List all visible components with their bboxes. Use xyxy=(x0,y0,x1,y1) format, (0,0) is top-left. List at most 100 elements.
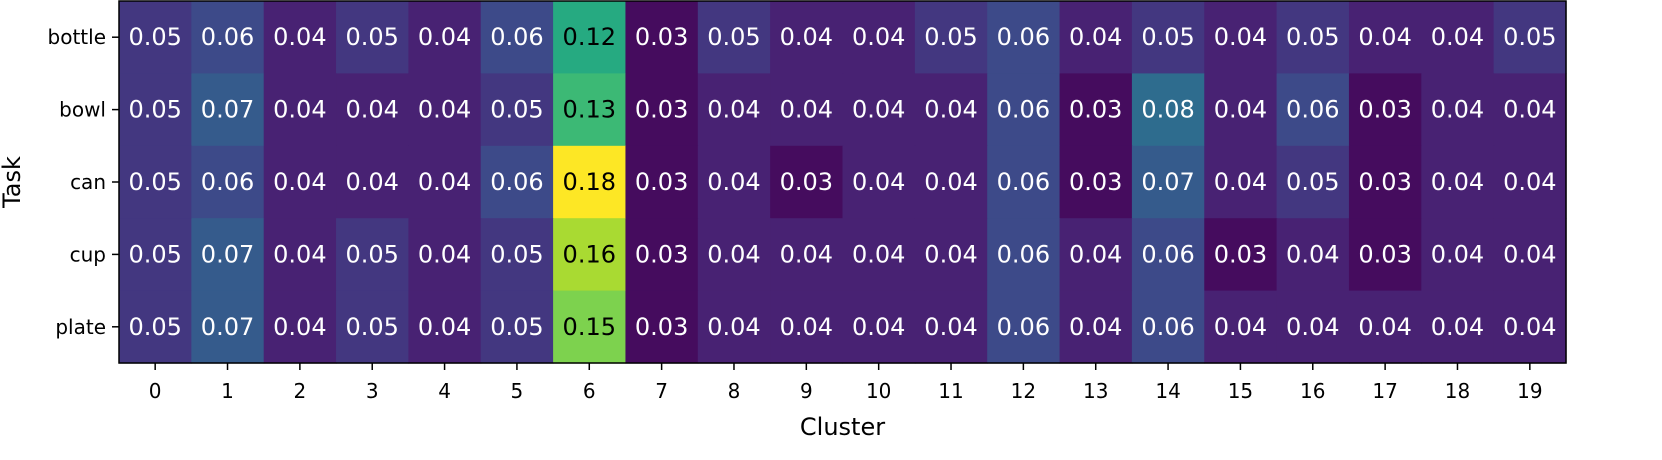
heatmap-cell-value: 0.15 xyxy=(563,313,616,341)
heatmap-cell xyxy=(336,73,409,147)
heatmap-cell xyxy=(625,290,699,364)
heatmap-cell xyxy=(1276,73,1350,147)
heatmap-cell-value: 0.05 xyxy=(128,313,181,341)
y-tick-label: can xyxy=(70,170,106,194)
heatmap-cell xyxy=(191,290,265,364)
x-axis-ticks: 0 1 2 3 4 5 6 7 8 9 10 11 12 13 14 15 16 17 18 19 xyxy=(149,363,1543,403)
heatmap-cell-value: 0.05 xyxy=(128,23,181,51)
heatmap-cell xyxy=(480,73,554,147)
heatmap-cell xyxy=(263,73,337,147)
heatmap-cell-value: 0.04 xyxy=(273,313,326,341)
heatmap-cell xyxy=(1421,290,1495,364)
heatmap-cell-value: 0.04 xyxy=(780,96,833,124)
heatmap-cell-value: 0.04 xyxy=(707,96,760,124)
heatmap-cell-value: 0.05 xyxy=(1141,23,1194,51)
heatmap-cell-value: 0.03 xyxy=(1358,240,1411,268)
heatmap-cell-value: 0.07 xyxy=(1141,168,1194,196)
x-tick-label: 9 xyxy=(800,379,813,403)
heatmap-cell-value: 0.05 xyxy=(490,96,543,124)
heatmap-cell-value: 0.04 xyxy=(1431,313,1484,341)
heatmap-cell xyxy=(1493,1,1567,74)
heatmap-cell-value: 0.08 xyxy=(1141,96,1194,124)
heatmap-cell-value: 0.12 xyxy=(563,23,616,51)
heatmap-cell xyxy=(1348,1,1422,74)
heatmap-cell-value: 0.03 xyxy=(635,96,688,124)
heatmap-cell xyxy=(625,145,699,219)
heatmap-cell-value: 0.05 xyxy=(128,96,181,124)
heatmap-cell xyxy=(408,73,482,147)
heatmap-cell-value: 0.03 xyxy=(1069,96,1122,124)
heatmap-cell xyxy=(625,73,699,147)
heatmap-cell-value: 0.07 xyxy=(201,240,254,268)
heatmap-cell xyxy=(336,1,409,74)
x-tick-label: 12 xyxy=(1011,379,1036,403)
heatmap-cell-value: 0.04 xyxy=(852,96,905,124)
x-axis-label: Cluster xyxy=(800,413,885,441)
heatmap-cell xyxy=(697,290,771,364)
heatmap-cell-value: 0.04 xyxy=(346,96,399,124)
heatmap-cell-value: 0.06 xyxy=(997,96,1050,124)
heatmap-cell-value: 0.04 xyxy=(707,240,760,268)
heatmap-cell xyxy=(553,145,627,219)
heatmap-cell-value: 0.06 xyxy=(997,313,1050,341)
heatmap-cell xyxy=(1276,1,1350,74)
heatmap-cell xyxy=(1204,145,1278,219)
heatmap-cell-value: 0.04 xyxy=(780,23,833,51)
heatmap-cell-value: 0.05 xyxy=(128,240,181,268)
heatmap-cell xyxy=(263,290,337,364)
x-tick-label: 3 xyxy=(366,379,379,403)
heatmap-cell xyxy=(191,73,265,147)
heatmap-cell-value: 0.03 xyxy=(635,168,688,196)
heatmap-cell xyxy=(480,1,554,74)
y-tick-label: plate xyxy=(55,315,106,339)
heatmap-cell xyxy=(1421,1,1495,74)
heatmap-cell-value: 0.04 xyxy=(924,240,977,268)
heatmap-cell xyxy=(1131,73,1205,147)
heatmap-cell-value: 0.06 xyxy=(490,168,543,196)
x-tick-label: 16 xyxy=(1300,379,1325,403)
heatmap-cell xyxy=(1131,145,1205,219)
heatmap-cell xyxy=(842,290,916,364)
heatmap-cell-value: 0.04 xyxy=(1069,313,1122,341)
heatmap-cell xyxy=(1131,1,1205,74)
heatmap-cell xyxy=(697,145,771,219)
x-tick-label: 1 xyxy=(221,379,234,403)
heatmap-cell xyxy=(1059,1,1133,74)
heatmap-cell-value: 0.06 xyxy=(1286,96,1339,124)
heatmap-cell xyxy=(987,218,1061,292)
heatmap-cell xyxy=(119,290,192,364)
heatmap-cell-value: 0.03 xyxy=(780,168,833,196)
heatmap-cell-value: 0.04 xyxy=(924,168,977,196)
heatmap-cell xyxy=(1059,290,1133,364)
heatmap-cell xyxy=(1204,73,1278,147)
heatmap-cell xyxy=(914,290,988,364)
heatmap-cell-value: 0.04 xyxy=(780,240,833,268)
heatmap-cell-value: 0.04 xyxy=(1503,96,1556,124)
heatmap-cell xyxy=(263,1,337,74)
x-tick-label: 15 xyxy=(1228,379,1253,403)
heatmap-cell xyxy=(119,145,192,219)
heatmap-cell xyxy=(987,73,1061,147)
y-axis-ticks: bottle bowl can cup plate xyxy=(48,25,119,339)
heatmap-cell xyxy=(987,290,1061,364)
heatmap-cell-value: 0.04 xyxy=(1214,168,1267,196)
heatmap-cell xyxy=(1276,145,1350,219)
heatmap-cell-value: 0.06 xyxy=(997,23,1050,51)
heatmap-cell xyxy=(191,145,265,219)
heatmap-cell xyxy=(1059,73,1133,147)
heatmap-cell xyxy=(914,145,988,219)
heatmap-cell-value: 0.04 xyxy=(1503,313,1556,341)
x-tick-label: 13 xyxy=(1083,379,1108,403)
heatmap-cell xyxy=(770,290,844,364)
heatmap-cell xyxy=(1204,1,1278,74)
heatmap-cell xyxy=(987,145,1061,219)
heatmap-cell-value: 0.04 xyxy=(707,313,760,341)
x-tick-label: 11 xyxy=(938,379,963,403)
heatmap-cell-value: 0.05 xyxy=(1503,23,1556,51)
heatmap-cell-value: 0.03 xyxy=(1214,240,1267,268)
heatmap-cell-value: 0.04 xyxy=(924,96,977,124)
heatmap-cell-value: 0.04 xyxy=(1503,168,1556,196)
heatmap-cell-value: 0.05 xyxy=(346,23,399,51)
x-tick-label: 0 xyxy=(149,379,162,403)
